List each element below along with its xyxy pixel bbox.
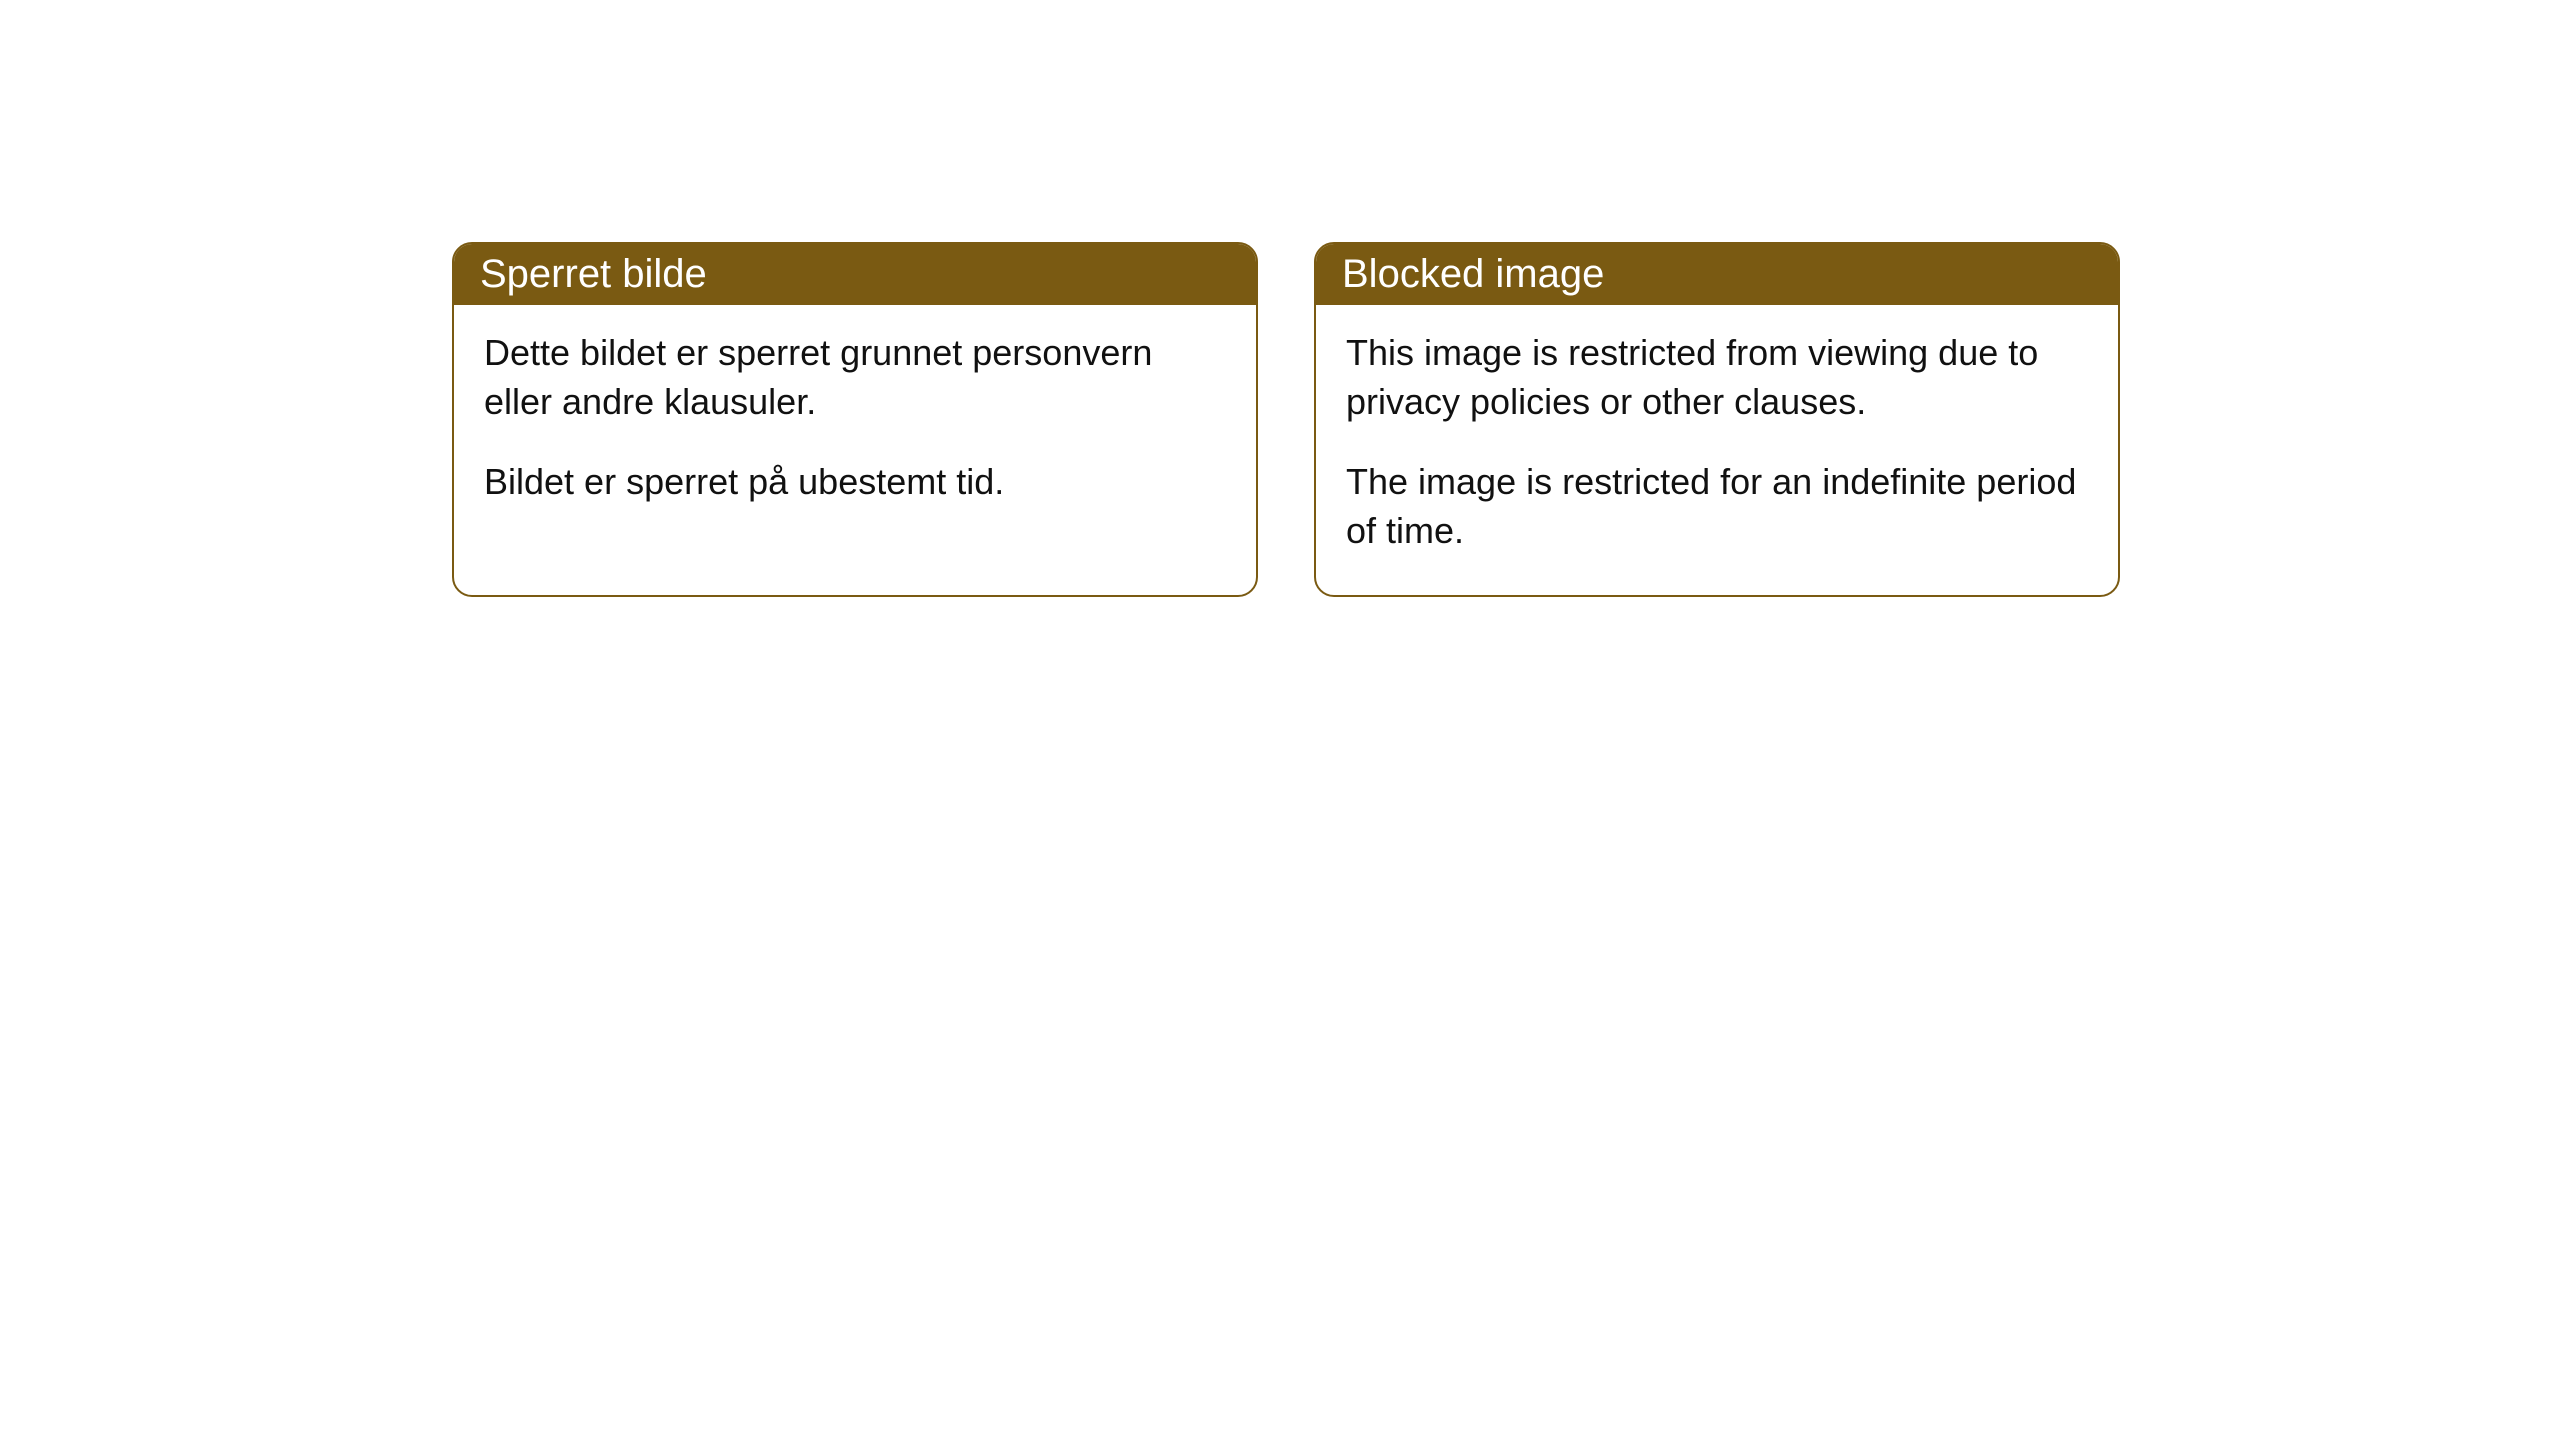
notice-title: Sperret bilde — [480, 252, 707, 296]
notice-card-english: Blocked image This image is restricted f… — [1314, 242, 2120, 597]
notice-body: Dette bildet er sperret grunnet personve… — [454, 305, 1256, 547]
notice-card-norwegian: Sperret bilde Dette bildet er sperret gr… — [452, 242, 1258, 597]
notice-header: Blocked image — [1316, 244, 2118, 305]
notice-text-line-1: Dette bildet er sperret grunnet personve… — [484, 329, 1226, 426]
notice-container: Sperret bilde Dette bildet er sperret gr… — [0, 0, 2560, 597]
notice-header: Sperret bilde — [454, 244, 1256, 305]
notice-body: This image is restricted from viewing du… — [1316, 305, 2118, 595]
notice-text-line-2: Bildet er sperret på ubestemt tid. — [484, 458, 1226, 507]
notice-title: Blocked image — [1342, 252, 1604, 296]
notice-text-line-2: The image is restricted for an indefinit… — [1346, 458, 2088, 555]
notice-text-line-1: This image is restricted from viewing du… — [1346, 329, 2088, 426]
